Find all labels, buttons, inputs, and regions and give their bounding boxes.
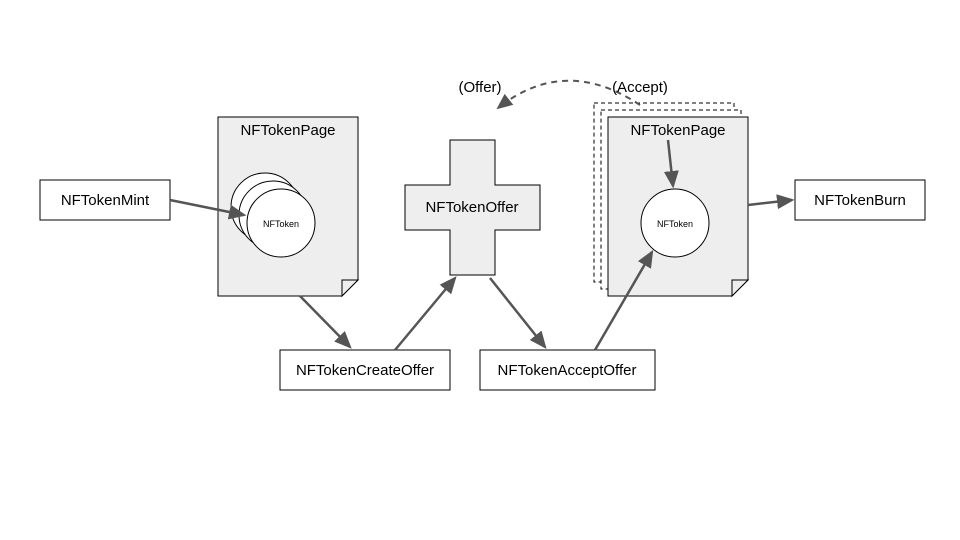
- page-1-fold: [342, 280, 358, 296]
- edge-offer-accept: [490, 278, 545, 347]
- edge-page2-burn: [748, 200, 792, 205]
- page-2-fold: [732, 280, 748, 296]
- label-token2: NFToken: [657, 219, 693, 229]
- label-accept: NFTokenAcceptOffer: [498, 362, 637, 379]
- label-mint: NFTokenMint: [61, 192, 150, 209]
- edge-page-create: [300, 296, 350, 347]
- label-page2: NFTokenPage: [630, 122, 725, 139]
- label-create: NFTokenCreateOffer: [296, 362, 434, 379]
- label-offer: NFTokenOffer: [425, 199, 518, 216]
- page-group-1: NFTokenPage NFToken: [218, 117, 358, 296]
- page-group-2: NFTokenPage NFToken: [594, 103, 748, 296]
- label-page1: NFTokenPage: [240, 122, 335, 139]
- label-token1: NFToken: [263, 219, 299, 229]
- offer-cross: NFTokenOffer: [405, 140, 540, 275]
- label-offer-annotation: (Offer): [458, 79, 501, 96]
- label-burn: NFTokenBurn: [814, 192, 906, 209]
- label-accept-annotation: (Accept): [612, 79, 668, 96]
- edge-create-offer: [395, 278, 455, 350]
